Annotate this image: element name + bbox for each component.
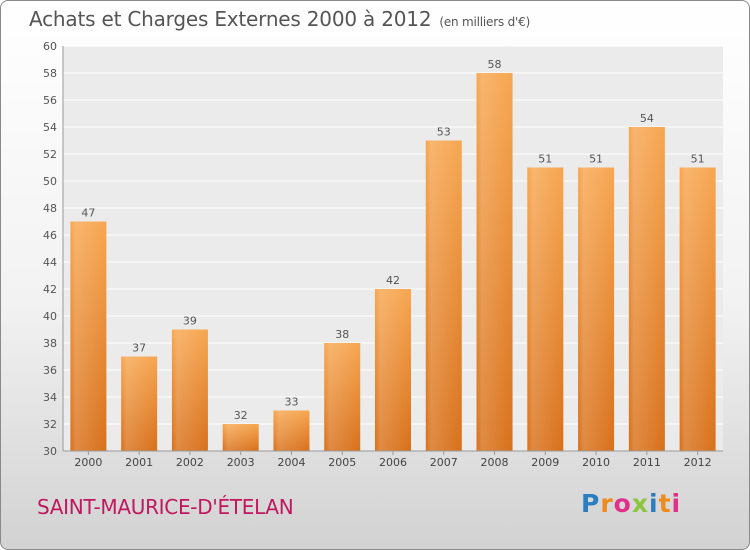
logo-letter: t xyxy=(658,489,672,518)
y-tick-label: 30 xyxy=(43,445,57,458)
data-label: 42 xyxy=(386,274,400,287)
bar-highlight xyxy=(628,127,665,451)
logo-letter: r xyxy=(600,489,614,518)
x-tick-label: 2002 xyxy=(176,456,204,469)
data-label: 51 xyxy=(691,153,705,166)
axes: 30 32 34 36 38 40 42 44 46 48 50 52 54 56 58 60 2000 2001… xyxy=(43,40,723,469)
bar-highlight xyxy=(578,167,615,451)
data-label: 32 xyxy=(234,409,248,422)
y-tick-label: 52 xyxy=(43,148,57,161)
bar-highlight xyxy=(527,167,564,451)
y-tick-label: 36 xyxy=(43,364,57,377)
data-label: 37 xyxy=(132,342,146,355)
data-label: 58 xyxy=(488,58,502,71)
x-tick-label: 2011 xyxy=(633,456,661,469)
bar-highlight xyxy=(476,73,513,451)
logo-letter: o xyxy=(613,489,632,518)
y-tick-label: 34 xyxy=(43,391,57,404)
bar-highlight xyxy=(121,356,158,451)
chart-title: Achats et Charges Externes 2000 à 2012 (e… xyxy=(29,7,530,31)
y-tick-label: 58 xyxy=(43,67,57,80)
data-label: 39 xyxy=(183,315,197,328)
chart-title-text: Achats et Charges Externes 2000 à 2012 xyxy=(29,7,432,31)
y-tick-label: 40 xyxy=(43,310,57,323)
x-tick-label: 2006 xyxy=(379,456,407,469)
bar-highlight xyxy=(273,410,310,451)
data-label: 33 xyxy=(284,396,298,409)
logo-letter: i xyxy=(671,489,682,518)
data-label: 53 xyxy=(437,126,451,139)
y-tick-label: 50 xyxy=(43,175,57,188)
chart-subtitle: (en milliers d'€) xyxy=(439,15,531,29)
bar-highlight xyxy=(222,424,259,451)
y-tick-label: 60 xyxy=(43,40,57,53)
x-tick-label: 2007 xyxy=(430,456,458,469)
data-label: 51 xyxy=(589,153,603,166)
y-tick-label: 56 xyxy=(43,94,57,107)
bar-highlight xyxy=(171,329,208,451)
bars: 47 37 39 32 33 38 42 53 58 51 51 54 51 xyxy=(70,58,716,451)
y-tick-label: 46 xyxy=(43,229,57,242)
data-label: 38 xyxy=(335,328,349,341)
proxiti-logo[interactable]: Proxiti xyxy=(581,489,681,518)
bar-highlight xyxy=(324,343,361,451)
x-tick-label: 2003 xyxy=(227,456,255,469)
bar-highlight xyxy=(375,289,411,451)
y-tick-label: 48 xyxy=(43,202,57,215)
bar-highlight xyxy=(70,221,107,451)
commune-name: SAINT-MAURICE-D'ÉTELAN xyxy=(37,495,294,519)
x-tick-label: 2009 xyxy=(531,456,559,469)
data-label: 54 xyxy=(640,112,654,125)
y-tick-label: 54 xyxy=(43,121,57,134)
bar-highlight xyxy=(679,167,716,451)
bar-highlight xyxy=(425,140,462,451)
x-tick-label: 2008 xyxy=(481,456,509,469)
x-tick-label: 2012 xyxy=(684,456,712,469)
x-tick-label: 2001 xyxy=(125,456,153,469)
logo-letter: x xyxy=(631,489,649,518)
logo-letter: i xyxy=(649,489,659,518)
x-tick-label: 2005 xyxy=(328,456,356,469)
data-label: 51 xyxy=(538,153,552,166)
data-label: 47 xyxy=(81,207,95,220)
logo-letter: P xyxy=(581,489,601,518)
x-tick-label: 2010 xyxy=(582,456,610,469)
x-tick-label: 2004 xyxy=(277,456,305,469)
y-tick-label: 44 xyxy=(43,256,57,269)
y-tick-label: 38 xyxy=(43,337,57,350)
y-tick-label: 32 xyxy=(43,418,57,431)
y-tick-label: 42 xyxy=(43,283,57,296)
x-tick-label: 2000 xyxy=(74,456,102,469)
